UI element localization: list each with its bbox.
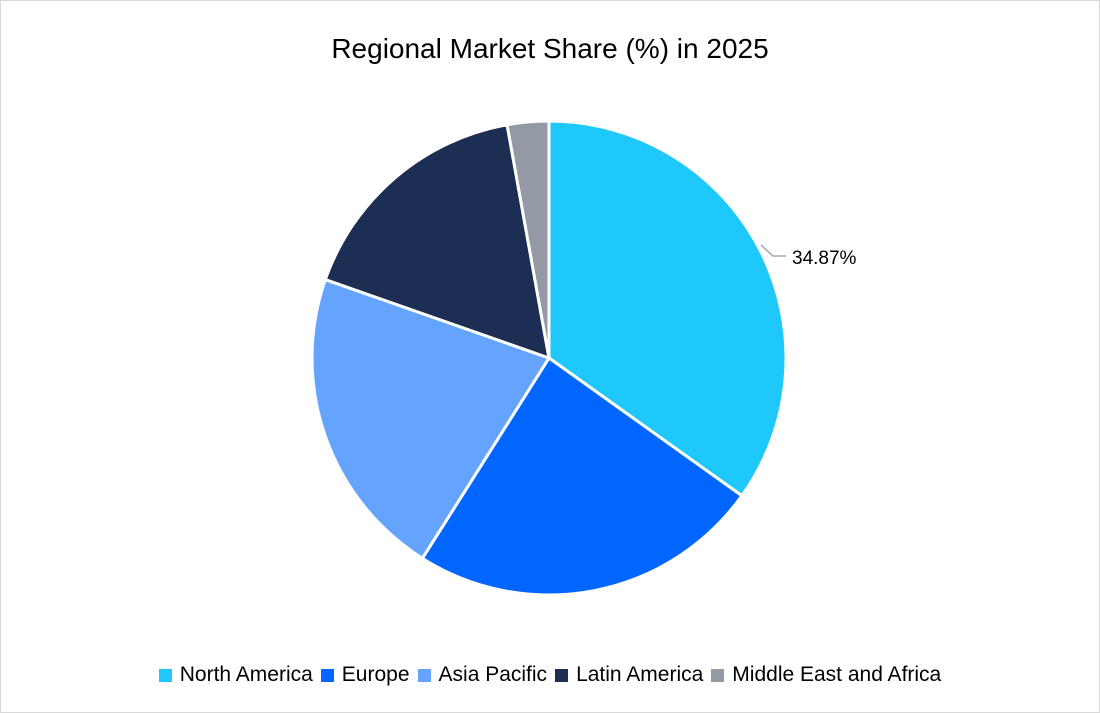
legend-item-latin-america[interactable]: Latin America (555, 663, 703, 687)
legend-label: Asia Pacific (438, 663, 548, 686)
legend-swatch-icon (555, 668, 569, 682)
legend-item-europe[interactable]: Europe (320, 663, 410, 687)
data-label-north-america: 34.87% (760, 244, 857, 269)
legend-swatch-icon (320, 668, 334, 682)
pie-slice-north-america[interactable] (547, 119, 788, 498)
legend-label: Latin America (576, 663, 704, 686)
pie-slice-asia-pacific[interactable] (310, 278, 551, 560)
pie-slice-latin-america[interactable] (323, 123, 551, 360)
legend-swatch-icon (158, 668, 172, 682)
legend-label: Middle East and Africa (732, 663, 942, 686)
legend-item-middle-east-africa[interactable]: Middle East and Africa (711, 663, 941, 687)
pie-slice-middle-east-and-africa[interactable] (505, 119, 551, 360)
chart-title: Regional Market Share (%) in 2025 (331, 33, 769, 64)
legend-label: North America (179, 663, 313, 686)
legend-item-north-america[interactable]: North America (158, 663, 313, 687)
pie-slices (310, 119, 788, 597)
legend-swatch-icon (417, 668, 431, 682)
data-label-text: 34.87% (792, 248, 857, 269)
legend: North America Europe Asia Pacific Latin … (0, 663, 1100, 687)
legend-swatch-icon (711, 668, 725, 682)
pie-slice-europe[interactable] (420, 356, 744, 597)
legend-item-asia-pacific[interactable]: Asia Pacific (417, 663, 548, 687)
legend-label: Europe (341, 663, 410, 686)
